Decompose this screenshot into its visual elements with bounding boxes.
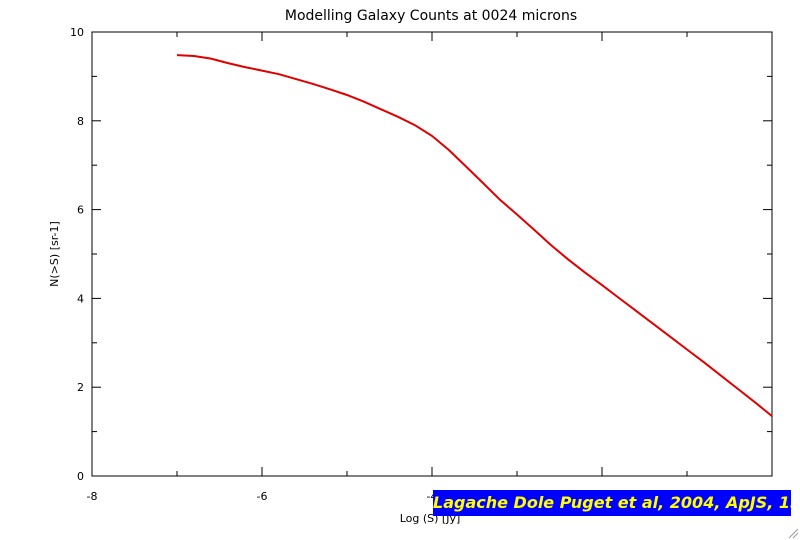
y-tick-label: 0 (77, 470, 84, 483)
tick-marks (91, 31, 773, 477)
y-tick-label: 2 (77, 381, 84, 394)
y-tick-label: 4 (77, 292, 84, 305)
y-tick-label: 6 (77, 204, 84, 217)
x-tick-label: -8 (87, 490, 98, 503)
series-line (176, 54, 773, 417)
y-tick-labels: 0 2 4 6 8 10 (70, 26, 84, 483)
x-tick-label: -6 (257, 490, 268, 503)
citation-banner: Lagache Dole Puget et al, 2004, ApJS, 15… (433, 490, 791, 516)
resize-grip-icon[interactable] (787, 527, 799, 539)
y-tick-label: 10 (70, 26, 84, 39)
x-tick-label: -4 (427, 490, 438, 503)
y-tick-label: 8 (77, 115, 84, 128)
y-axis-label: N(>S) [sr-1] (48, 221, 61, 287)
x-tick-labels: -8 -6 -4 (87, 490, 438, 503)
chart-title: Modelling Galaxy Counts at 0024 microns (285, 8, 577, 24)
plot-frame (91, 31, 773, 477)
